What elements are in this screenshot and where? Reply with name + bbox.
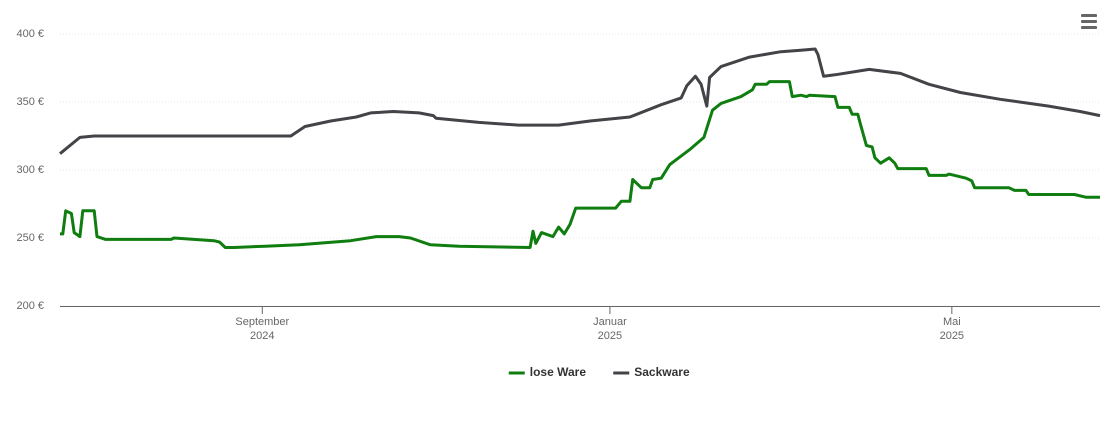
data-line [59, 47, 1101, 155]
y-tick-label: 400 € [16, 28, 44, 40]
menu-bar[interactable] [1081, 14, 1097, 17]
menu-button[interactable] [1081, 14, 1097, 29]
legend-text: Sackware [634, 365, 690, 379]
y-tick-label: 350 € [16, 96, 44, 108]
menu-bar[interactable] [1081, 26, 1097, 29]
data-line [60, 80, 1100, 249]
y-tick-label: 250 € [16, 232, 44, 244]
legend-text: lose Ware [530, 365, 587, 379]
x-tick-label: September 2024 [235, 316, 289, 342]
x-tick-label: Mai 2025 [940, 316, 964, 342]
y-tick-label: 200 € [16, 300, 44, 312]
menu-bar[interactable] [1081, 20, 1097, 23]
y-tick-label: 300 € [16, 164, 44, 176]
x-tick-label: Januar 2025 [593, 316, 627, 342]
